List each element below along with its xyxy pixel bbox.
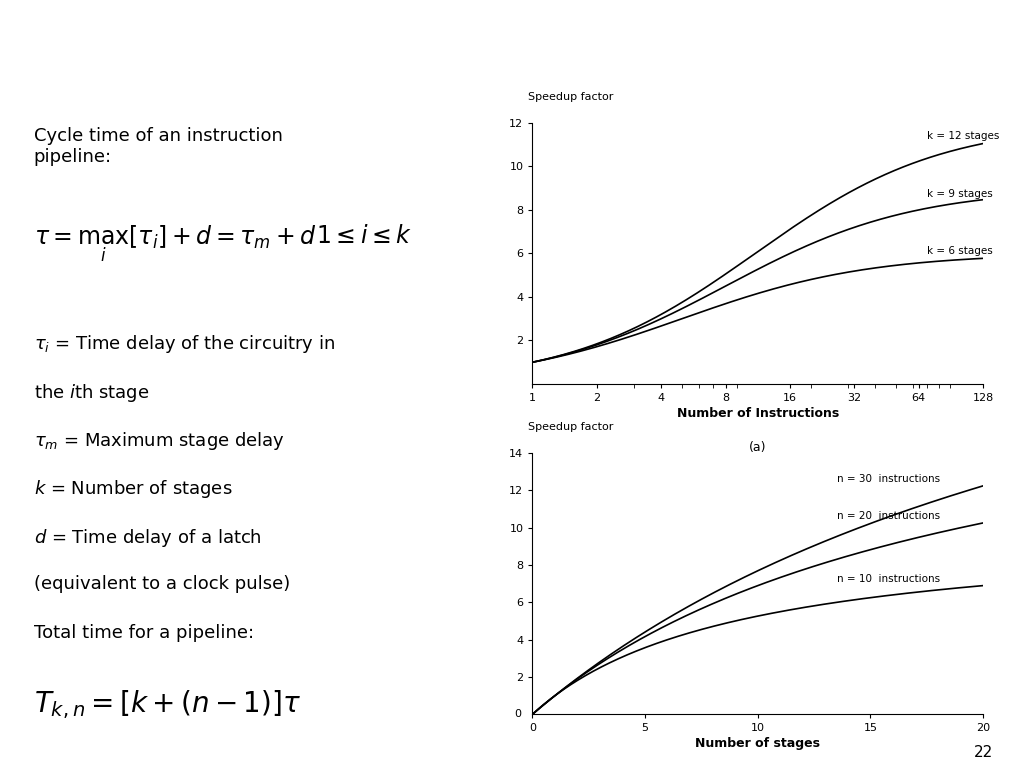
Text: Speedup factor: Speedup factor: [528, 422, 613, 432]
Text: $1 \leq i \leq k$: $1 \leq i \leq k$: [316, 223, 413, 247]
Text: Speedup factor: Speedup factor: [528, 92, 613, 102]
Text: Cycle time of an instruction
pipeline:: Cycle time of an instruction pipeline:: [34, 127, 283, 166]
Text: n = 10  instructions: n = 10 instructions: [837, 574, 940, 584]
Text: k = 12 stages: k = 12 stages: [927, 131, 999, 141]
Text: (equivalent to a clock pulse): (equivalent to a clock pulse): [34, 575, 290, 593]
Text: 0: 0: [514, 709, 521, 720]
X-axis label: Number of stages: Number of stages: [695, 737, 820, 750]
Text: $d$ = Time delay of a latch: $d$ = Time delay of a latch: [34, 527, 262, 549]
Text: $k$ = Number of stages: $k$ = Number of stages: [34, 478, 232, 501]
Text: k = 6 stages: k = 6 stages: [927, 247, 992, 257]
Text: $T_{k,n} = [k + (n-1)]\tau$: $T_{k,n} = [k + (n-1)]\tau$: [34, 688, 301, 721]
Text: n = 30  instructions: n = 30 instructions: [837, 474, 940, 484]
Text: $\tau = \underset{i}{\max}[\tau_i] + d = \tau_m + d$: $\tau = \underset{i}{\max}[\tau_i] + d =…: [34, 223, 316, 264]
Text: $\tau_m$ = Maximum stage delay: $\tau_m$ = Maximum stage delay: [34, 430, 285, 452]
Text: Speedup Factors with Instruction Pipelining: Speedup Factors with Instruction Pipelin…: [20, 28, 1024, 71]
X-axis label: Number of Instructions: Number of Instructions: [677, 407, 839, 420]
Text: n = 20  instructions: n = 20 instructions: [837, 511, 940, 521]
Text: $\tau_i$ = Time delay of the circuitry in: $\tau_i$ = Time delay of the circuitry i…: [34, 333, 335, 356]
Text: Total time for a pipeline:: Total time for a pipeline:: [34, 624, 254, 641]
Text: (a): (a): [749, 442, 767, 455]
Text: k = 9 stages: k = 9 stages: [927, 189, 992, 199]
Text: 22: 22: [974, 745, 993, 760]
Text: the $\mathit{i}$th stage: the $\mathit{i}$th stage: [34, 382, 150, 404]
